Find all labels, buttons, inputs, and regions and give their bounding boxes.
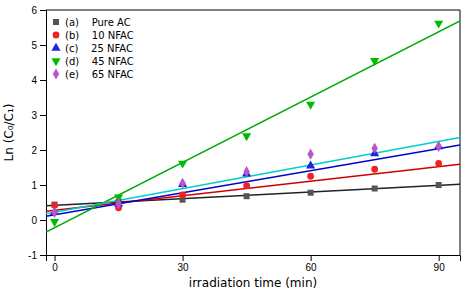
tick: 2	[31, 145, 46, 156]
tick-label: 4	[31, 75, 37, 86]
x-axis-title: irradiation time (min)	[189, 276, 317, 290]
point	[115, 198, 121, 209]
point	[307, 173, 314, 180]
point	[306, 102, 315, 110]
x-axis: 0 30 60 90	[47, 255, 461, 273]
tick-mark	[40, 115, 46, 116]
tick: 60	[306, 255, 318, 273]
tick: 90	[434, 255, 446, 273]
trend-line	[46, 164, 460, 211]
tick-label: 0	[31, 215, 37, 226]
tick-mark	[55, 255, 56, 261]
tick: 1	[31, 180, 46, 191]
tick-mark	[40, 10, 46, 11]
y-axis: -1 0 1 2 3 4 5 6	[28, 5, 46, 261]
trend-line	[46, 21, 460, 232]
legend-item: (a) Pure AC	[53, 17, 131, 28]
trend-line	[46, 137, 460, 213]
point	[372, 186, 378, 192]
tick: 0	[52, 255, 58, 273]
tick: 4	[31, 75, 46, 86]
point	[243, 166, 249, 177]
tick-label: 60	[306, 262, 318, 273]
legend-marker	[53, 19, 59, 25]
point	[179, 191, 186, 198]
legend-marker	[51, 43, 60, 51]
legend-item: (c) 25 NFAC	[51, 43, 132, 54]
tick: -1	[28, 250, 46, 261]
legend: (a) Pure AC (b) 10 NFAC (c) 25 NFAC (d) 45 …	[51, 17, 133, 80]
tick: 30	[178, 255, 190, 273]
tick-label: 30	[178, 262, 190, 273]
point	[435, 160, 442, 167]
axis-line	[47, 256, 461, 262]
series	[50, 21, 443, 227]
chart: 0 30 60 90 -1 0 1 2 3 4 5 6 (a) Pure AC (b) 10 NFAC (c…	[0, 0, 474, 293]
legend-item: (b) 10 NFAC	[53, 30, 134, 41]
point	[178, 161, 187, 169]
y-axis-title: Ln (C₀/C₁)	[2, 104, 16, 162]
tick-label: 0	[52, 262, 58, 273]
legend-label: (a) Pure AC	[65, 17, 131, 28]
tick: 6	[31, 5, 46, 16]
tick-mark	[40, 45, 46, 46]
point	[243, 182, 250, 189]
legend-item: (e) 65 NFAC	[53, 68, 134, 79]
point	[242, 133, 251, 141]
marks	[46, 21, 460, 232]
legend-label: (c) 25 NFAC	[65, 43, 133, 54]
tick-label: 2	[31, 145, 37, 156]
frame	[460, 10, 461, 255]
point	[51, 207, 57, 218]
tick-label: 3	[31, 110, 37, 121]
point	[370, 58, 379, 66]
tick-mark	[40, 80, 46, 81]
tick-mark	[40, 220, 46, 221]
point	[50, 219, 59, 227]
point	[436, 182, 442, 188]
tick-mark	[183, 255, 184, 261]
legend-marker	[51, 58, 60, 66]
tick-label: 90	[434, 262, 446, 273]
legend-marker	[53, 32, 60, 39]
tick-mark	[40, 255, 46, 256]
trend-line	[46, 145, 460, 216]
tick: 0	[31, 215, 46, 226]
legend-marker	[53, 68, 59, 79]
series	[51, 141, 442, 218]
point	[371, 166, 378, 173]
series	[51, 160, 442, 211]
tick-mark	[40, 185, 46, 186]
frame	[46, 10, 460, 11]
point	[434, 21, 443, 29]
tick-label: -1	[28, 250, 37, 261]
tick: 3	[31, 110, 46, 121]
point	[307, 149, 313, 160]
tick-label: 6	[31, 5, 37, 16]
series	[50, 141, 443, 215]
axis-line	[40, 11, 47, 256]
tick-mark	[40, 150, 46, 151]
legend-item: (d) 45 NFAC	[51, 56, 133, 67]
legend-label: (e) 65 NFAC	[65, 69, 134, 80]
tick-mark	[439, 255, 440, 261]
tick-label: 1	[31, 180, 37, 191]
point	[371, 143, 377, 154]
point	[244, 193, 250, 199]
legend-label: (d) 45 NFAC	[65, 56, 134, 67]
series	[52, 182, 442, 208]
tick-label: 5	[31, 40, 37, 51]
plot: 0 30 60 90 -1 0 1 2 3 4 5 6 (a) Pure AC (b) 10 NFAC (c…	[28, 5, 460, 273]
point	[435, 141, 441, 152]
point	[306, 160, 315, 168]
tick: 5	[31, 40, 46, 51]
legend-label: (b) 10 NFAC	[65, 30, 134, 41]
point	[179, 178, 185, 189]
point	[308, 190, 314, 196]
tick-mark	[311, 255, 312, 261]
